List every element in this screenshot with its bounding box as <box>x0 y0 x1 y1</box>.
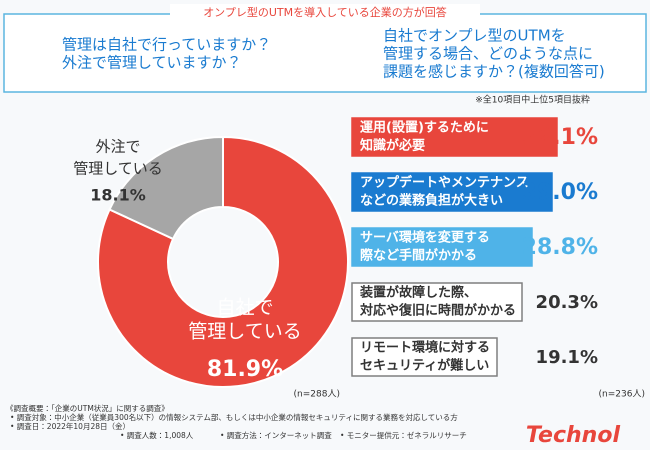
pie-slice <box>97 135 349 388</box>
item-label: 対応や復旧に時間がかかる <box>359 303 516 319</box>
item-label: 際など手間がかかる <box>360 248 477 264</box>
slice-label: 外注で <box>95 138 140 156</box>
question: 管理する場合、どのような点に <box>383 45 593 63</box>
slice-label: 自社で <box>216 297 273 319</box>
item-value: 28.8% <box>522 235 598 260</box>
subtitle: ※全10項目中上位5項目抜粋 <box>475 94 590 106</box>
footer-note: 《調査概要：「企業のUTM状況」に関する調査》 <box>6 403 169 413</box>
slice-value: 18.1% <box>90 186 146 205</box>
item-box <box>351 337 498 377</box>
footer-note: • 調査人数：1,008人 <box>120 430 194 440</box>
question: 管理は自社で行っていますか？ <box>62 36 271 54</box>
footer-note: • モニター提供元：ゼネラルリサーチ <box>340 430 467 440</box>
question: 自社でオンプレ型のUTMを <box>383 27 566 45</box>
question: 課題を感じますか？(複数回答可) <box>383 63 605 81</box>
item-box <box>351 227 533 267</box>
item-value: 52.1% <box>522 125 598 150</box>
item-label: 知識が必要 <box>360 138 425 154</box>
item-label: などの業務負担が大きい <box>360 193 503 209</box>
header-bg <box>170 4 480 22</box>
item-box <box>351 117 558 157</box>
footer-note: • 調査対象：中小企業（従業員300名以下）の情報システム部、もしくは中小企業の… <box>10 412 458 422</box>
question: 外注で管理していますか？ <box>62 54 242 72</box>
slice-label: 管理している <box>188 321 301 343</box>
item-label: セキュリティが難しい <box>360 358 489 374</box>
item-value: 20.3% <box>536 292 598 313</box>
footer-note: • 調査日：2022年10月28日（金） <box>10 421 130 431</box>
item-label: サーバ環境を変更する <box>360 230 490 246</box>
item-label: リモート環境に対する <box>360 340 490 356</box>
item-label: 装置が故障した際、 <box>359 285 477 301</box>
item-box <box>351 282 523 322</box>
item-label: 運用(設置)するために <box>360 120 489 136</box>
sample-note: (n=236人) <box>599 390 645 400</box>
sample-note: (n=288人) <box>294 390 340 400</box>
item-box <box>351 172 553 212</box>
question-box <box>3 13 647 93</box>
footer-note: • 調査方法：インターネット調査 <box>220 430 332 440</box>
logo: Technol <box>526 423 621 448</box>
item-value: 19.1% <box>536 347 598 368</box>
slice-label: 管理している <box>73 160 163 178</box>
item-value: 39.0% <box>522 180 598 205</box>
pie-slice <box>108 135 224 241</box>
header: オンプレ型のUTMを導入している企業の方が回答 <box>203 5 447 19</box>
item-label: アップデートやメンテナンス <box>360 175 529 191</box>
slice-value: 81.9% <box>207 357 283 382</box>
